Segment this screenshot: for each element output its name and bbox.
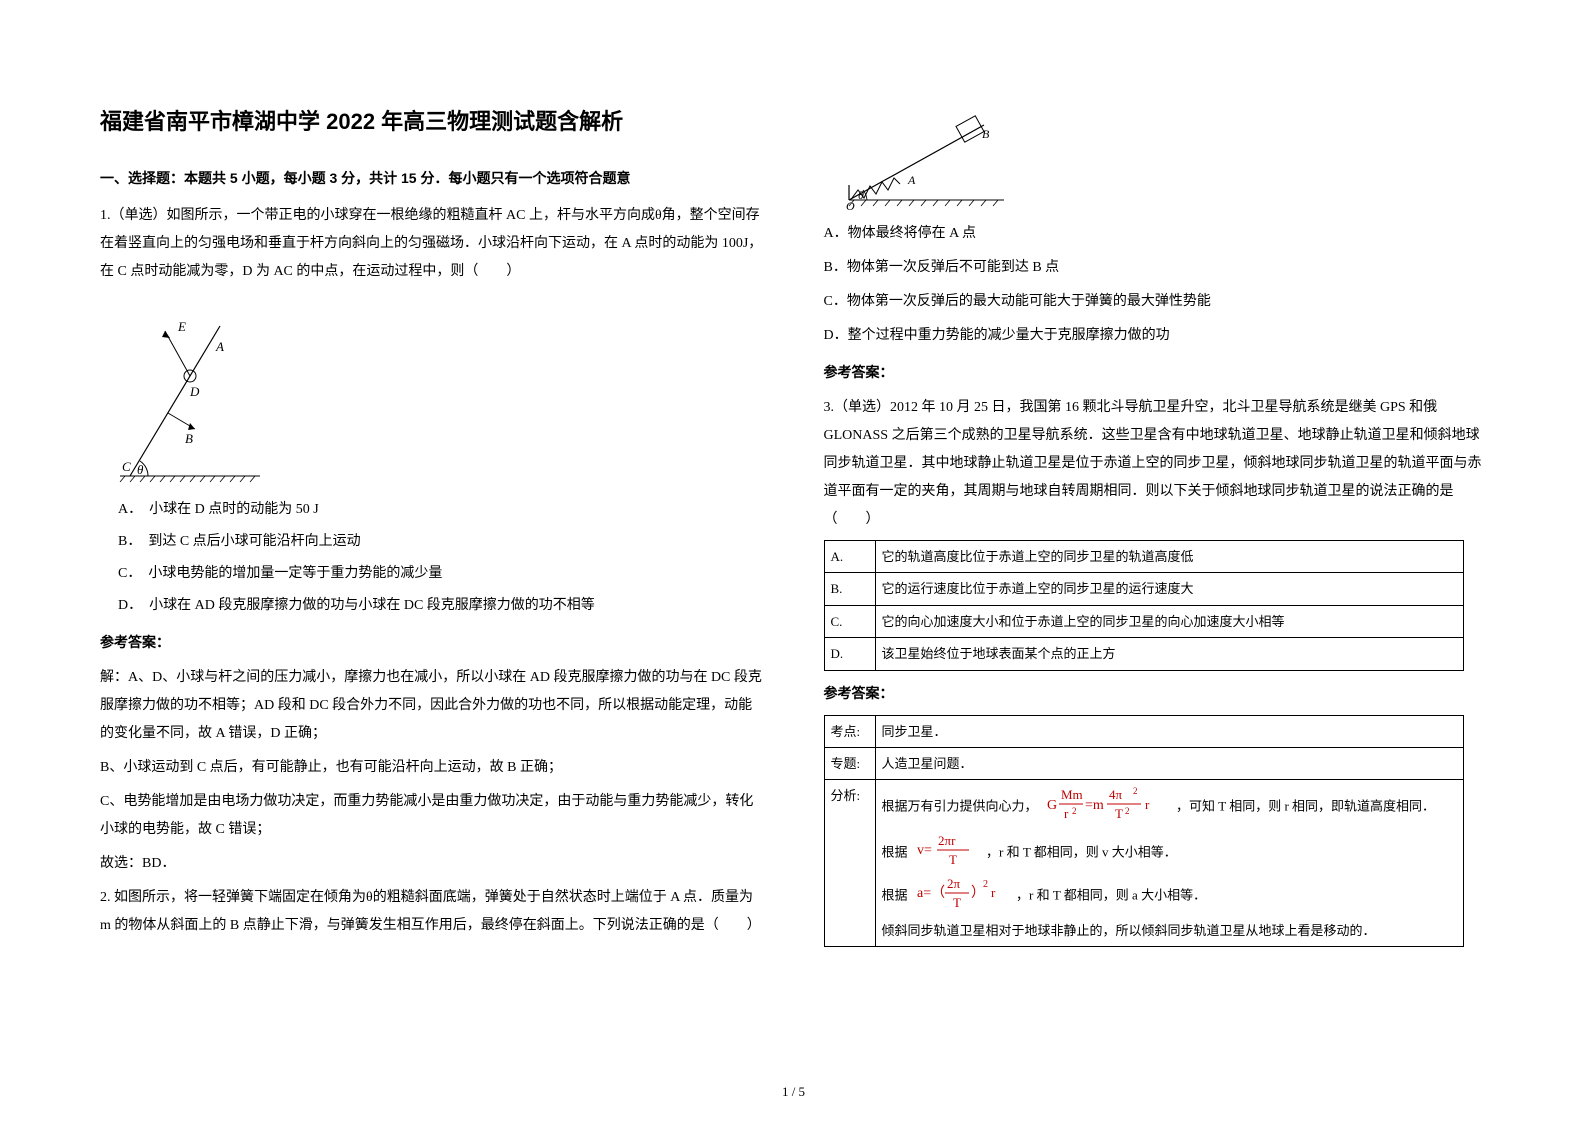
q3-r3-line3b: ，r 和 T 都相同，则 a 大小相等． [1016, 888, 1206, 903]
q3-r3-cell: 根据万有引力提供向心力， G Mm r 2 =m 4π 2 [875, 780, 1463, 947]
q2-option-d: D．整个过程中重力势能的减少量大于克服摩擦力做的功 [824, 322, 1488, 350]
svg-text:r: r [1145, 797, 1150, 812]
q3-r2-text: 人造卫星问题． [875, 747, 1463, 779]
q3-r3-line1a: 根据万有引力提供向心力， [882, 799, 1038, 814]
fig1-label-B: B [185, 431, 193, 446]
q3-optB-label: B. [824, 573, 875, 605]
svg-text:T: T [953, 895, 961, 910]
svg-text:2: 2 [1125, 806, 1130, 816]
q2-stem: 2. 如图所示，将一轻弹簧下端固定在倾角为θ的粗糙斜面底端，弹簧处于自然状态时上… [100, 884, 764, 940]
svg-text:2: 2 [983, 879, 988, 890]
q3-row-d: D. 该卫星始终位于地球表面某个点的正上方 [824, 638, 1463, 670]
q3-answer-label: 参考答案： [824, 681, 1488, 709]
q1-answer-p2: B、小球运动到 C 点后，有可能静止，也有可能沿杆向上运动，故 B 正确； [100, 754, 764, 782]
formula-3: a=（ 2π T ） 2 r [917, 875, 1007, 918]
q3-r3-line4: 倾斜同步轨道卫星相对于地球非静止的，所以倾斜同步轨道卫星从地球上看是移动的． [882, 919, 1457, 942]
q2-diagram-svg: O A B θ [834, 110, 1014, 210]
q3-r2-label: 专题: [824, 747, 875, 779]
q3-r3-line1: 根据万有引力提供向心力， G Mm r 2 =m 4π 2 [882, 784, 1457, 831]
fig1-label-A: A [215, 339, 224, 354]
fig1-label-theta: θ [137, 462, 144, 477]
q3-analysis-row2: 专题: 人造卫星问题． [824, 747, 1463, 779]
q3-stem: 3.（单选）2012 年 10 月 25 日，我国第 16 颗北斗导航卫星升空，… [824, 394, 1488, 534]
svg-text:a=（: a=（ [917, 885, 945, 901]
q1-option-c: C． 小球电势能的增加量一定等于重力势能的减少量 [118, 560, 764, 588]
q3-r3-line2b: ，r 和 T 都相同，则 v 大小相等． [986, 844, 1177, 859]
q1-option-d: D． 小球在 AD 段克服摩擦力做的功与小球在 DC 段克服摩擦力做的功不相等 [118, 592, 764, 620]
q3-r3-line3a: 根据 [882, 888, 908, 903]
svg-text:4π: 4π [1109, 787, 1123, 802]
q1-option-a: A． 小球在 D 点时的动能为 50 J [118, 496, 764, 524]
q3-r3-line3: 根据 a=（ 2π T ） 2 r ， [882, 875, 1457, 918]
svg-text:v=: v= [917, 843, 932, 858]
fig1-label-D: D [189, 384, 200, 399]
q2-figure: O A B θ [834, 110, 1488, 210]
q3-r3-line2: 根据 v= 2πr T ，r 和 T 都相同，则 v 大小相等． [882, 832, 1457, 875]
svg-text:2: 2 [1072, 806, 1077, 816]
q2-option-a: A．物体最终将停在 A 点 [824, 220, 1488, 248]
q2-option-b: B．物体第一次反弹后不可能到达 B 点 [824, 254, 1488, 282]
q3-r1-label: 考点: [824, 715, 875, 747]
q3-r3-label: 分析: [824, 780, 875, 947]
q2-option-c: C．物体第一次反弹后的最大动能可能大于弹簧的最大弹性势能 [824, 288, 1488, 316]
q3-options-table: A. 它的轨道高度比位于赤道上空的同步卫星的轨道高度低 B. 它的运行速度比位于… [824, 540, 1464, 671]
q1-answer-p3: C、电势能增加是由电场力做功决定，而重力势能减小是由重力做功决定，由于动能与重力… [100, 788, 764, 844]
right-column: O A B θ A．物体最终将停在 A 点 B．物体第一次反弹后不可能到达 B … [824, 100, 1488, 953]
q1-answer-p4: 故选：BD． [100, 850, 764, 878]
q2-answer-label: 参考答案： [824, 360, 1488, 388]
q1-answer-label: 参考答案： [100, 630, 764, 658]
fig2-label-B: B [982, 127, 990, 141]
q3-analysis-table: 考点: 同步卫星． 专题: 人造卫星问题． 分析: 根据万有引力提供向心力， G… [824, 715, 1464, 947]
document-title: 福建省南平市樟湖中学 2022 年高三物理测试题含解析 [100, 100, 764, 144]
svg-text:2: 2 [1133, 786, 1138, 796]
svg-text:Mm: Mm [1061, 787, 1083, 802]
svg-text:T: T [1115, 806, 1123, 821]
q3-analysis-row3: 分析: 根据万有引力提供向心力， G Mm r 2 =m [824, 780, 1463, 947]
q3-r1-text: 同步卫星． [875, 715, 1463, 747]
q3-analysis-row1: 考点: 同步卫星． [824, 715, 1463, 747]
q1-stem: 1.（单选）如图所示，一个带正电的小球穿在一根绝缘的粗糙直杆 AC 上，杆与水平… [100, 202, 764, 286]
svg-text:2π: 2π [947, 876, 961, 891]
svg-text:T: T [949, 852, 957, 867]
formula-2: v= 2πr T [917, 832, 977, 875]
left-column: 福建省南平市樟湖中学 2022 年高三物理测试题含解析 一、选择题：本题共 5 … [100, 100, 764, 953]
svg-text:=m: =m [1085, 798, 1104, 813]
page-number: 1 / 5 [0, 1084, 1587, 1100]
q3-optA-label: A. [824, 541, 875, 573]
formula-1: G Mm r 2 =m 4π 2 T 2 r [1047, 784, 1167, 831]
q1-figure: E A D B C θ [110, 296, 764, 486]
svg-text:G: G [1047, 798, 1057, 813]
fig2-label-theta: θ [858, 188, 864, 202]
q3-row-c: C. 它的向心加速度大小和位于赤道上空的同步卫星的向心加速度大小相等 [824, 605, 1463, 637]
q1-diagram-svg: E A D B C θ [110, 296, 270, 486]
svg-text:r: r [1064, 806, 1069, 821]
q3-row-a: A. 它的轨道高度比位于赤道上空的同步卫星的轨道高度低 [824, 541, 1463, 573]
q3-r3-line1b: ，可知 T 相同，则 r 相同，即轨道高度相同． [1176, 799, 1435, 814]
q1-answer-p1: 解：A、D、小球与杆之间的压力减小，摩擦力也在减小，所以小球在 AD 段克服摩擦… [100, 664, 764, 748]
svg-text:2πr: 2πr [938, 833, 956, 848]
q3-optC-label: C. [824, 605, 875, 637]
q3-optA-text: 它的轨道高度比位于赤道上空的同步卫星的轨道高度低 [875, 541, 1463, 573]
q3-row-b: B. 它的运行速度比位于赤道上空的同步卫星的运行速度大 [824, 573, 1463, 605]
q3-r3-line2a: 根据 [882, 844, 908, 859]
svg-text:r: r [991, 885, 996, 900]
q1-option-b: B． 到达 C 点后小球可能沿杆向上运动 [118, 528, 764, 556]
fig1-label-C: C [122, 459, 131, 474]
q3-optB-text: 它的运行速度比位于赤道上空的同步卫星的运行速度大 [875, 573, 1463, 605]
fig2-label-A: A [907, 173, 916, 187]
q3-optD-label: D. [824, 638, 875, 670]
fig1-label-E: E [177, 319, 186, 334]
q3-optC-text: 它的向心加速度大小和位于赤道上空的同步卫星的向心加速度大小相等 [875, 605, 1463, 637]
q3-optD-text: 该卫星始终位于地球表面某个点的正上方 [875, 638, 1463, 670]
section-1-heading: 一、选择题：本题共 5 小题，每小题 3 分，共计 15 分．每小题只有一个选项… [100, 164, 764, 192]
